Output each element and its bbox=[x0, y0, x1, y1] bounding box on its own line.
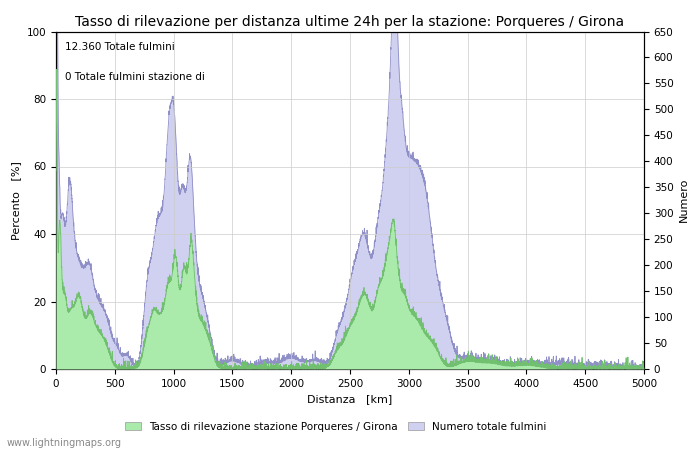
Legend: Tasso di rilevazione stazione Porqueres / Girona, Numero totale fulmini: Tasso di rilevazione stazione Porqueres … bbox=[121, 418, 551, 436]
Y-axis label: Percento   [%]: Percento [%] bbox=[11, 161, 21, 240]
X-axis label: Distanza   [km]: Distanza [km] bbox=[307, 394, 393, 404]
Text: 12.360 Totale fulmini: 12.360 Totale fulmini bbox=[65, 42, 174, 52]
Text: 0 Totale fulmini stazione di: 0 Totale fulmini stazione di bbox=[65, 72, 204, 82]
Title: Tasso di rilevazione per distanza ultime 24h per la stazione: Porqueres / Girona: Tasso di rilevazione per distanza ultime… bbox=[76, 15, 624, 29]
Y-axis label: Numero: Numero bbox=[679, 178, 689, 222]
Text: www.lightningmaps.org: www.lightningmaps.org bbox=[7, 438, 122, 448]
